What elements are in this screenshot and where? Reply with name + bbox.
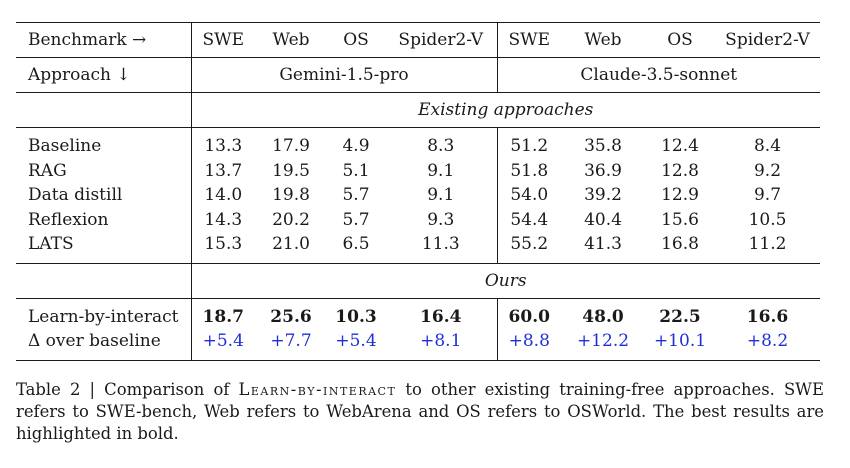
- row-name: Δ over baseline: [16, 329, 191, 361]
- cell: 13.7: [190, 158, 255, 183]
- cell: 15.3: [190, 232, 255, 263]
- table-row: LATS 15.3 21.0 6.5 11.3 55.2 41.3 16.8 1…: [16, 232, 820, 263]
- section-existing-row: Existing approaches: [16, 92, 820, 128]
- col-header: Spider2-V: [715, 22, 820, 58]
- cell-best: 25.6: [255, 297, 327, 329]
- cell: 5.7: [342, 185, 370, 205]
- cell: 17.9: [255, 127, 327, 159]
- section-ours-row: Ours: [16, 262, 820, 298]
- row-name: RAG: [28, 160, 67, 181]
- comparison-table: Benchmark → SWE Web OS Spider2-V SWE Web…: [16, 22, 820, 361]
- col-header: Web: [561, 22, 645, 58]
- caption-method: Learn-by-interact: [238, 380, 397, 399]
- cell-best: 22.5: [645, 297, 715, 329]
- cell-best: 16.4: [385, 297, 497, 329]
- cell: 16.8: [661, 234, 699, 254]
- cell: 8.3: [385, 127, 497, 159]
- cell: 4.9: [327, 127, 385, 159]
- col-header: OS: [327, 22, 385, 58]
- cell-delta: +8.1: [385, 329, 497, 361]
- cell: 11.3: [421, 234, 460, 254]
- cell-delta: +8.2: [715, 329, 820, 361]
- cell: 9.1: [427, 185, 455, 205]
- table-row: Baseline 13.3 17.9 4.9 8.3 51.2 35.8 12.…: [16, 127, 820, 159]
- table-caption: Table 2 | Comparison of Learn-by-interac…: [16, 379, 824, 445]
- col-header: Web: [255, 22, 327, 58]
- table-row: RAG 13.7 19.5 5.1 9.1 51.8 36.9 12.8 9.2: [16, 158, 820, 183]
- cell-delta: +7.7: [255, 329, 327, 361]
- caption-suffix: to other existing training-free approach…: [16, 380, 824, 443]
- section-existing-label: Existing approaches: [190, 92, 820, 128]
- cell-delta: +12.2: [561, 329, 645, 361]
- cell: 9.1: [427, 160, 455, 181]
- cell: 20.2: [272, 209, 310, 230]
- row-name: LATS: [28, 234, 74, 254]
- benchmark-label: Benchmark →: [16, 22, 191, 58]
- cell: 15.6: [661, 209, 699, 230]
- cell: 9.3: [427, 209, 455, 230]
- row-name: Learn-by-interact: [16, 297, 191, 329]
- row-name: Baseline: [16, 127, 191, 159]
- cell: 11.2: [748, 234, 787, 254]
- cell: 55.2: [496, 232, 561, 263]
- cell-best: 10.3: [327, 297, 385, 329]
- cell-delta: +8.8: [496, 329, 561, 361]
- cell: 10.5: [748, 209, 787, 230]
- cell: 19.8: [272, 185, 310, 205]
- cell: 39.2: [584, 185, 622, 205]
- table-row: Δ over baseline +5.4 +7.7 +5.4 +8.1 +8.8…: [16, 329, 820, 361]
- cell: 5.7: [342, 209, 370, 230]
- cell-best: 18.7: [190, 297, 255, 329]
- col-header: OS: [645, 22, 715, 58]
- cell: 13.3: [190, 127, 255, 159]
- row-name: Data distill: [28, 185, 123, 205]
- cell: 36.9: [584, 160, 622, 181]
- cell: 5.1: [342, 160, 370, 181]
- cell: 51.2: [496, 127, 561, 159]
- model-header-row: Approach ↓ Gemini-1.5-pro Claude-3.5-son…: [16, 57, 820, 93]
- cell: 35.8: [561, 127, 645, 159]
- cell: 12.4: [645, 127, 715, 159]
- cell-delta: +10.1: [645, 329, 715, 361]
- col-header: SWE: [496, 22, 561, 58]
- approach-label: Approach ↓: [16, 57, 191, 93]
- cell-delta: +5.4: [327, 329, 385, 361]
- section-ours-label: Ours: [190, 262, 820, 298]
- cell-best: 60.0: [496, 297, 561, 329]
- table-row: Reflexion 14.3 20.2 5.7 9.3 54.4 40.4 15…: [16, 207, 820, 232]
- cell: 14.0: [190, 183, 255, 208]
- cell: 41.3: [584, 234, 622, 254]
- cell: 51.8: [496, 158, 561, 183]
- cell-best: 48.0: [561, 297, 645, 329]
- cell-delta: +5.4: [190, 329, 255, 361]
- cell: 54.0: [496, 183, 561, 208]
- row-name: Reflexion: [28, 209, 109, 230]
- cell: 19.5: [272, 160, 310, 181]
- col-header: SWE: [190, 22, 255, 58]
- cell: 54.4: [496, 207, 561, 232]
- caption-prefix: Table 2 | Comparison of: [16, 380, 239, 399]
- cell: 9.2: [753, 160, 782, 181]
- table-row: Learn-by-interact 18.7 25.6 10.3 16.4 60…: [16, 297, 820, 329]
- cell: 12.9: [661, 185, 699, 205]
- cell: 8.4: [715, 127, 820, 159]
- cell: 12.8: [661, 160, 699, 181]
- cell: 40.4: [584, 209, 622, 230]
- cell: 6.5: [342, 234, 370, 254]
- benchmark-header-row: Benchmark → SWE Web OS Spider2-V SWE Web…: [16, 22, 820, 58]
- cell: 14.3: [190, 207, 255, 232]
- cell-best: 16.6: [715, 297, 820, 329]
- col-header: Spider2-V: [385, 22, 497, 58]
- model-claude: Claude-3.5-sonnet: [496, 57, 820, 93]
- cell: 9.7: [753, 185, 782, 205]
- model-gemini: Gemini-1.5-pro: [190, 57, 497, 93]
- table-row: Data distill 14.0 19.8 5.7 9.1 54.0 39.2…: [16, 183, 820, 208]
- cell: 21.0: [272, 234, 310, 254]
